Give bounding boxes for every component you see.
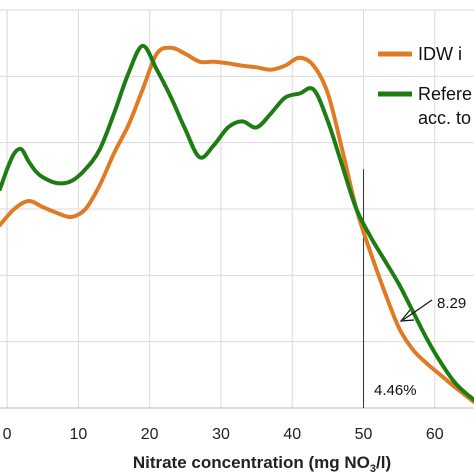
legend: IDW i Refere acc. to (378, 44, 474, 128)
x-axis-title-subscript: 3 (370, 463, 376, 474)
legend-label-reference: Refere acc. to (418, 84, 474, 128)
annotation-arrow-line (402, 299, 433, 321)
x-tick-label: 50 (355, 426, 373, 443)
series-line-idw (0, 45, 474, 404)
legend-label-reference-line1: Refere (418, 84, 472, 104)
annotations: 8.29 4.46% (374, 295, 466, 399)
grid (0, 9, 474, 408)
plot-area (0, 9, 474, 409)
x-axis-title-main: Nitrate concentration (mg NO (133, 453, 370, 472)
x-tick-label: 20 (141, 426, 159, 443)
legend-label-idw: IDW i (418, 44, 462, 64)
annotation-arrow-head (399, 309, 415, 322)
x-tick-labels: 0 10 20 30 40 50 60 (3, 426, 444, 443)
x-tick-label: 10 (70, 426, 88, 443)
series-line-reference (0, 43, 474, 402)
x-tick-label: 40 (283, 426, 301, 443)
x-tick-label: 60 (426, 426, 444, 443)
series-layer (0, 43, 474, 404)
annotation-4-46-percent: 4.46% (374, 382, 417, 399)
legend-label-reference-line2: acc. to (418, 108, 471, 128)
x-axis-title-tail: /l) (376, 453, 391, 472)
annotation-8-29: 8.29 (437, 295, 466, 312)
x-tick-label: 0 (3, 426, 12, 443)
x-axis-title: Nitrate concentration (mg NO3/l) (133, 453, 391, 474)
x-tick-label: 30 (212, 426, 230, 443)
